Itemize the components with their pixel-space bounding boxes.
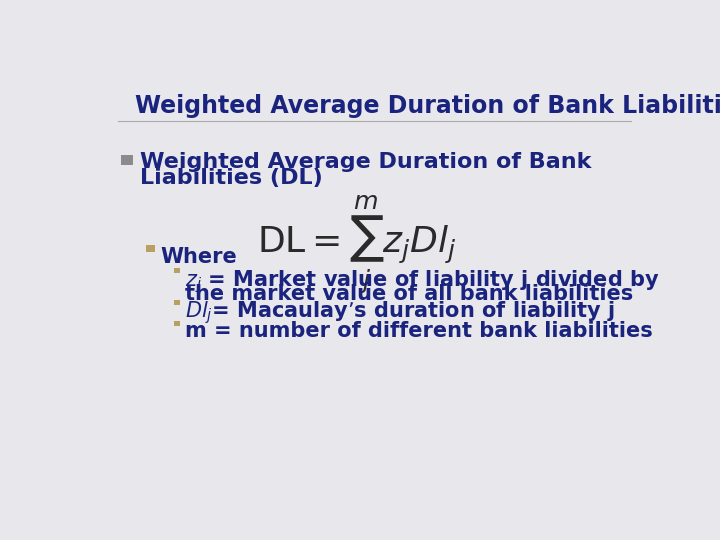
Text: $Dl_j$= Macaulay’s duration of liability j: $Dl_j$= Macaulay’s duration of liability…: [185, 299, 615, 326]
Text: Liabilities (DL): Liabilities (DL): [140, 168, 323, 188]
Bar: [174, 300, 181, 305]
Text: $z_j$ = Market value of liability j divided by: $z_j$ = Market value of liability j divi…: [185, 268, 660, 294]
Bar: [174, 268, 181, 273]
Bar: [145, 245, 155, 252]
Text: Weighted Average Duration of Bank: Weighted Average Duration of Bank: [140, 152, 592, 172]
Text: Weighted Average Duration of Bank Liabilities: Weighted Average Duration of Bank Liabil…: [135, 94, 720, 118]
Text: m = number of different bank liabilities: m = number of different bank liabilities: [185, 321, 652, 341]
Text: $\mathrm{DL} = \sum_{j}^{m} z_j Dl_j$: $\mathrm{DL} = \sum_{j}^{m} z_j Dl_j$: [258, 194, 456, 296]
Bar: [121, 156, 133, 165]
Text: the market value of all bank liabilities: the market value of all bank liabilities: [185, 284, 633, 303]
Text: Where: Where: [161, 246, 238, 267]
Bar: [174, 321, 181, 326]
